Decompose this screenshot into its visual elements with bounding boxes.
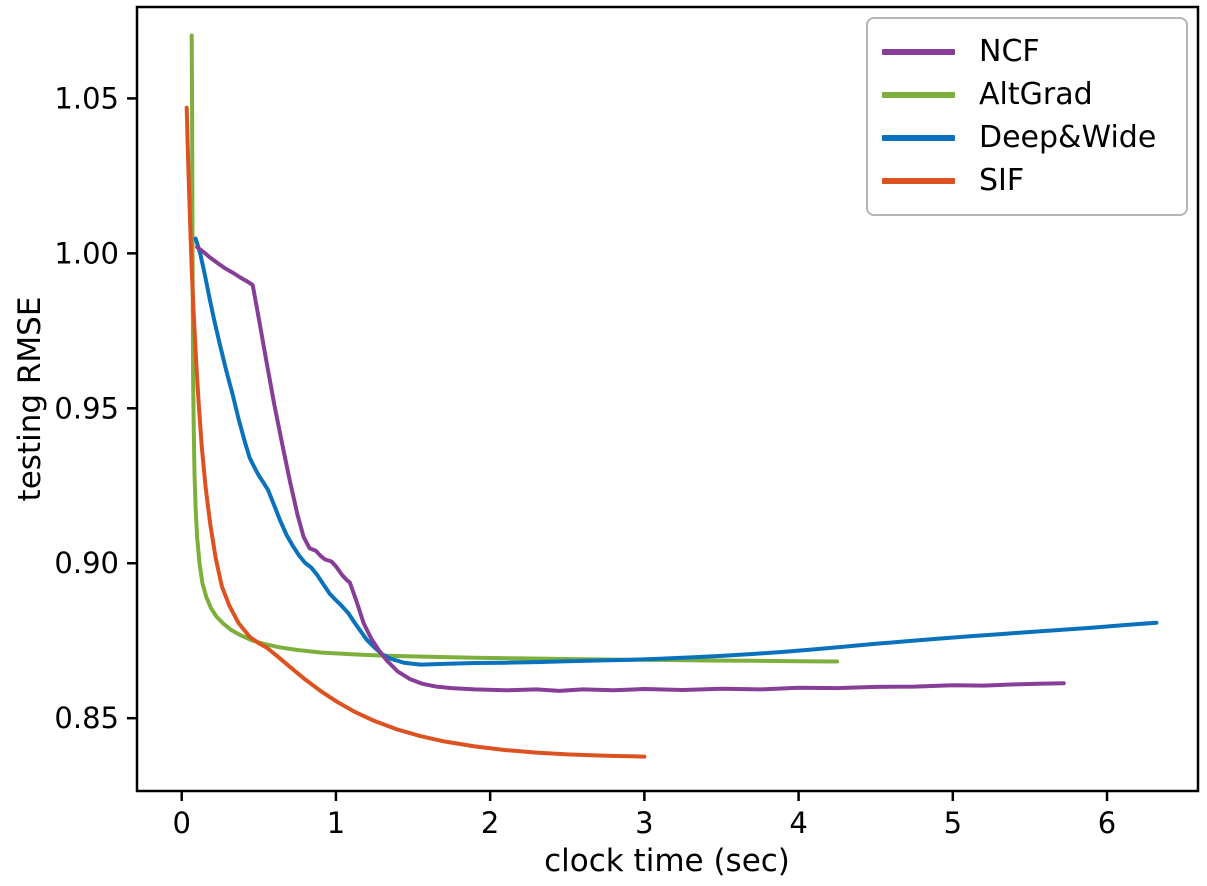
y-tick-label: 1.00 [54, 236, 119, 270]
legend-label: NCF [979, 34, 1040, 70]
legend-item-ncf: NCF [882, 31, 1176, 74]
x-tick-label: 1 [327, 806, 345, 840]
legend-item-sif: SIF [882, 159, 1176, 202]
legend-line-sample [882, 177, 955, 184]
legend-item-deep-wide: Deep&Wide [882, 117, 1176, 160]
legend-label: Deep&Wide [979, 119, 1157, 155]
legend-line-sample [882, 134, 955, 141]
x-tick-label: 4 [789, 806, 807, 840]
x-axis-label: clock time (sec) [544, 843, 790, 879]
y-axis-label: testing RMSE [12, 296, 48, 502]
legend-line-sample [882, 92, 955, 99]
y-tick-label: 1.05 [54, 81, 119, 115]
series-line-ncf [195, 245, 1066, 693]
x-tick-label: 3 [635, 806, 653, 840]
legend-label: SIF [979, 162, 1025, 198]
legend-label: AltGrad [979, 77, 1093, 113]
legend-item-altgrad: AltGrad [882, 74, 1176, 117]
series-line-deep-wide [193, 236, 1159, 667]
x-tick-label: 5 [944, 806, 962, 840]
series-line-altgrad [189, 33, 840, 664]
x-tick-label: 2 [481, 806, 499, 840]
y-tick-label: 0.85 [54, 701, 119, 735]
x-tick-label: 0 [172, 806, 190, 840]
legend-line-sample [882, 49, 955, 56]
legend: NCF AltGrad Deep&Wide SIF [866, 17, 1188, 216]
axes-box [135, 5, 1200, 793]
y-tick-label: 0.90 [54, 546, 119, 580]
x-tick-label: 6 [1098, 806, 1116, 840]
series-line-sif [184, 105, 647, 759]
y-tick-label: 0.95 [54, 391, 119, 425]
